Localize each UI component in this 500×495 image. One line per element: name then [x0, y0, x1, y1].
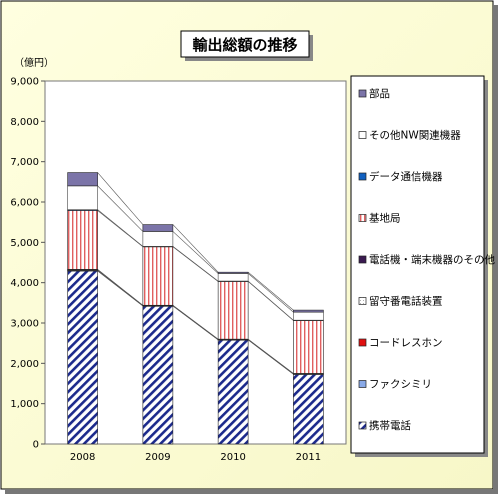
bar-segment [67, 185, 98, 210]
series-connector [172, 231, 219, 274]
series-connector [247, 280, 294, 321]
bar-segment [142, 224, 174, 232]
y-tick-label: 7,000 [10, 157, 39, 168]
bar-segment [217, 339, 249, 445]
legend-swatch [358, 89, 367, 98]
legend-box [350, 75, 485, 454]
legend: 部品その他NW関連機器データ通信機器基地局電話機・端末機器のその他留守番電話装置… [358, 87, 495, 432]
legend-swatch [358, 297, 367, 305]
y-tick-label: 1,000 [10, 399, 39, 410]
legend-label: 部品 [369, 87, 390, 100]
x-tick-label: 2011 [296, 452, 321, 463]
y-tick-label: 4,000 [10, 278, 39, 289]
bar-segment [67, 270, 98, 445]
series-connector-lines [97, 172, 294, 375]
bar-segment [293, 309, 324, 313]
bar-segment [217, 273, 249, 282]
legend-label: コードレスホン [369, 337, 443, 349]
y-tick-label: 5,000 [10, 238, 39, 249]
legend-label: 基地局 [369, 212, 401, 225]
legend-swatch [358, 338, 367, 347]
series-connector [172, 224, 219, 273]
y-axis-label: （億円） [14, 56, 54, 69]
series-connector [247, 271, 294, 311]
series-connector [247, 281, 294, 321]
legend-swatch [358, 172, 367, 181]
chart-shadow-right [493, 5, 498, 493]
x-tick-label: 2008 [70, 452, 95, 463]
legend-label: データ通信機器 [369, 170, 443, 183]
series-connector [172, 246, 219, 282]
y-tick-label: 8,000 [10, 117, 39, 128]
y-tick-label: 9,000 [10, 77, 39, 88]
bar-segment [293, 311, 324, 321]
y-tick-label: 3,000 [10, 319, 39, 330]
series-connector [172, 246, 219, 282]
legend-label: その他NW関連機器 [369, 129, 461, 142]
bar-segment [142, 246, 174, 306]
title-box [180, 30, 310, 58]
bars [67, 172, 324, 445]
y-tick-label: 2,000 [10, 359, 39, 370]
legend-label: ファクシミリ [369, 379, 432, 391]
y-axis-ticks: 0 1,000 2,000 3,000 4,000 5,000 6,000 7,000 8,00… [10, 77, 45, 451]
bar-segment [142, 231, 174, 247]
legend-swatch [358, 380, 367, 388]
legend-swatch [358, 255, 367, 264]
bar-segment [217, 271, 249, 274]
bar-segment [293, 373, 324, 445]
series-connector [97, 172, 144, 225]
x-tick-label: 2010 [220, 452, 245, 463]
legend-label: 携帯電話 [369, 419, 411, 432]
x-tick-label: 2009 [145, 452, 170, 463]
bar-segment [67, 210, 98, 270]
series-connector [247, 338, 294, 374]
series-connector [97, 209, 144, 247]
bar-segment [217, 281, 249, 340]
series-connector [97, 185, 144, 232]
x-axis-ticks: 2008 2009 2010 2011 [70, 452, 321, 463]
legend-swatch [358, 421, 367, 430]
chart-shadow-bottom [5, 489, 498, 494]
series-connector [97, 210, 144, 248]
legend-swatch [358, 131, 367, 139]
legend-label: 留守番電話装置 [369, 295, 443, 308]
y-tick-label: 6,000 [10, 198, 39, 209]
series-connector [97, 269, 144, 306]
series-connector [247, 273, 294, 313]
y-tick-label: 0 [33, 440, 39, 451]
chart-title: 輸出総額の推移 [192, 36, 297, 54]
series-connector [172, 305, 219, 340]
bar-segment [293, 320, 324, 374]
bar-segment [67, 172, 98, 187]
bar-segment [142, 305, 174, 445]
legend-label: 電話機・端末機器のその他 [369, 253, 495, 266]
legend-swatch [358, 214, 367, 222]
